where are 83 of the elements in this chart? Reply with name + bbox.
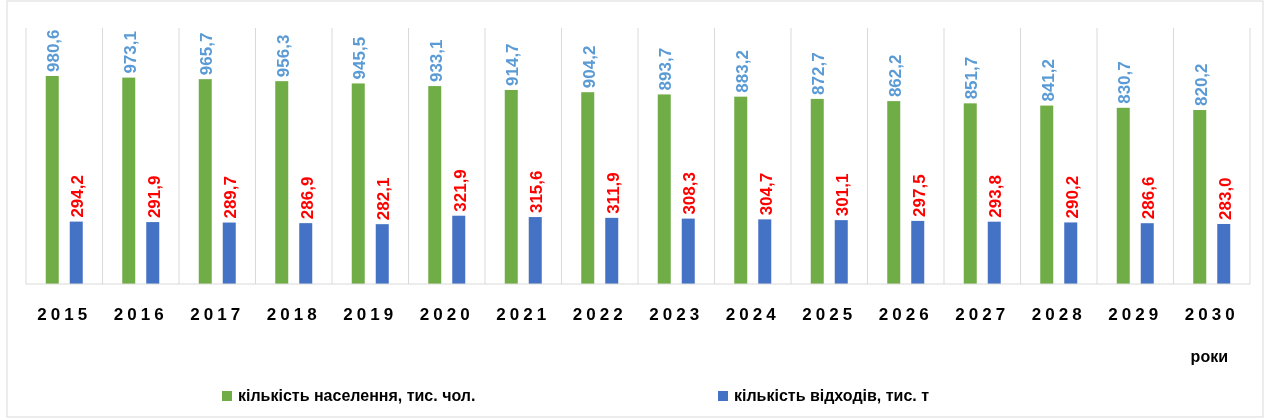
bar [911, 220, 925, 284]
data-label: 965,7 [197, 32, 217, 76]
data-label: 820,2 [1191, 63, 1211, 107]
bar [963, 103, 977, 284]
data-label: 311,9 [603, 172, 623, 214]
bar [1064, 222, 1078, 284]
data-label: 883,2 [732, 50, 752, 93]
bar [351, 83, 365, 284]
bar [375, 224, 389, 284]
x-tick-label: 2026 [878, 305, 933, 324]
bar [758, 219, 772, 284]
x-tick-label: 2023 [649, 305, 704, 324]
bar [528, 217, 542, 284]
bar [122, 77, 136, 284]
data-label: 862,2 [885, 54, 905, 98]
bar [987, 221, 1001, 284]
bar [428, 86, 442, 284]
data-label: 286,9 [297, 176, 317, 220]
data-label: 286,6 [1139, 176, 1159, 220]
bar [45, 76, 59, 284]
x-tick-label: 2018 [266, 305, 321, 324]
x-tick-label: 2016 [113, 305, 168, 324]
x-tick-label: 2030 [1184, 305, 1239, 324]
data-label: 315,6 [527, 170, 547, 214]
data-label: 291,9 [144, 175, 164, 219]
bar [834, 220, 848, 284]
legend-label: кількість населення, тис. чол. [238, 387, 476, 404]
x-axis-title: роки [1190, 348, 1228, 365]
bar [1040, 105, 1054, 284]
bar [1193, 110, 1207, 284]
data-label: 283,0 [1215, 177, 1235, 220]
data-label: 297,5 [909, 174, 929, 217]
data-label: 933,1 [426, 39, 446, 83]
bar [146, 222, 160, 284]
bar [1116, 107, 1130, 284]
bar [198, 79, 212, 284]
data-label: 980,6 [44, 29, 64, 72]
data-label: 282,1 [374, 177, 394, 221]
data-label: 904,2 [579, 45, 599, 89]
data-label: 290,2 [1062, 175, 1082, 219]
x-tick-label: 2015 [37, 305, 92, 324]
bar [810, 98, 824, 284]
data-label: 893,7 [656, 47, 676, 91]
data-label: 956,3 [273, 34, 293, 78]
bar [1140, 223, 1154, 284]
bar [275, 81, 289, 284]
x-tick-label: 2027 [955, 305, 1010, 324]
bar [452, 215, 466, 284]
data-label: 841,2 [1038, 59, 1058, 102]
data-label: 304,7 [756, 172, 776, 216]
x-tick-label: 2024 [725, 305, 780, 324]
x-tick-label: 2017 [190, 305, 245, 324]
bar [69, 221, 83, 284]
bar [605, 217, 619, 284]
data-label: 294,2 [68, 175, 88, 218]
x-tick-label: 2019 [343, 305, 398, 324]
bar [1217, 223, 1231, 284]
data-label: 308,3 [680, 172, 700, 215]
bar [887, 101, 901, 284]
x-tick-label: 2028 [1031, 305, 1086, 324]
data-label: 321,9 [450, 169, 470, 212]
data-label: 973,1 [120, 31, 140, 74]
x-tick-label: 2025 [802, 305, 857, 324]
data-label: 872,7 [809, 52, 829, 95]
bar [734, 96, 748, 284]
bar [222, 222, 236, 284]
x-tick-label: 2029 [1108, 305, 1163, 324]
bar [504, 89, 518, 284]
data-label: 293,8 [986, 175, 1006, 218]
legend-label: кількість відходів, тис. т [734, 387, 930, 404]
x-tick-label: 2021 [496, 305, 551, 324]
x-tick-label: 2020 [419, 305, 474, 324]
data-label: 851,7 [962, 56, 982, 100]
bar [581, 92, 595, 284]
data-label: 830,7 [1115, 61, 1135, 104]
bar [299, 223, 313, 284]
data-label: 301,1 [833, 173, 853, 217]
bar [657, 94, 671, 284]
data-label: 289,7 [221, 176, 241, 219]
data-label: 914,7 [503, 43, 523, 86]
bar [681, 218, 695, 284]
data-label: 945,5 [350, 36, 370, 80]
x-tick-label: 2022 [572, 305, 627, 324]
